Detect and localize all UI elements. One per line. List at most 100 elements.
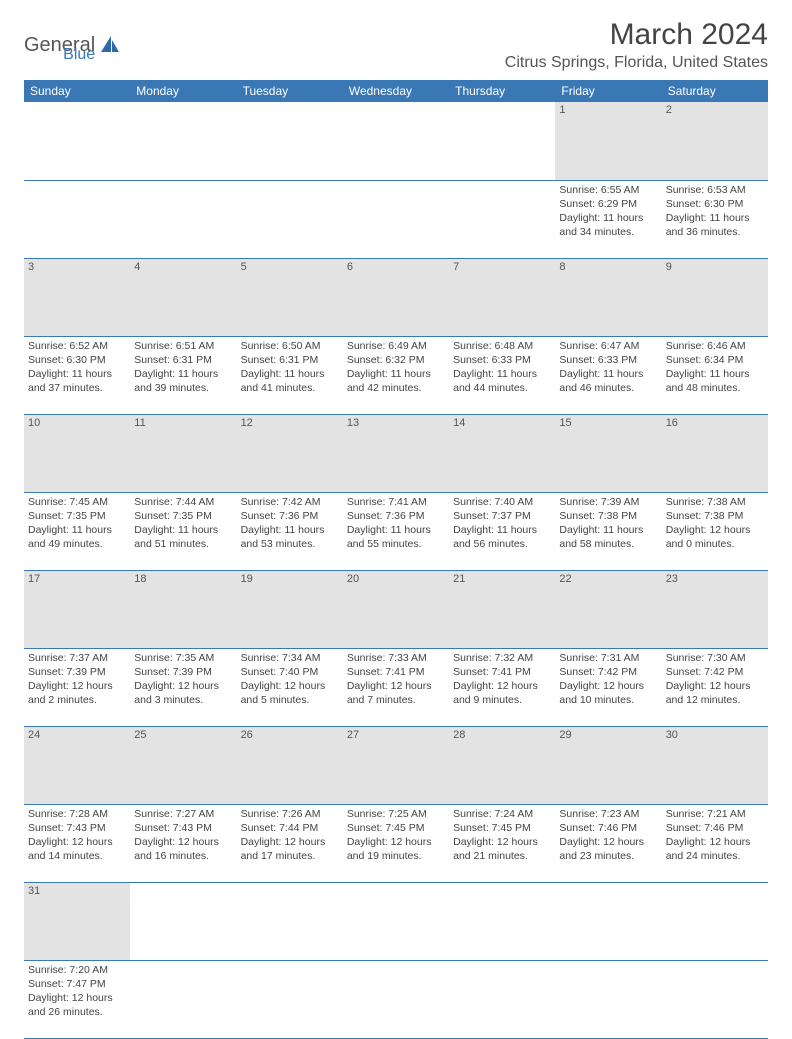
day-number: 1 <box>555 102 661 180</box>
day-cell: Sunrise: 6:46 AMSunset: 6:34 PMDaylight:… <box>662 336 768 414</box>
day-cell: Sunrise: 7:35 AMSunset: 7:39 PMDaylight:… <box>130 648 236 726</box>
weekday-header: Sunday <box>24 80 130 102</box>
day-number-row: 10111213141516 <box>24 414 768 492</box>
day-number: 14 <box>449 414 555 492</box>
day-cell: Sunrise: 7:34 AMSunset: 7:40 PMDaylight:… <box>237 648 343 726</box>
day-number: 5 <box>237 258 343 336</box>
day-number <box>343 882 449 960</box>
location: Citrus Springs, Florida, United States <box>505 54 768 72</box>
day-details: Sunrise: 7:25 AMSunset: 7:45 PMDaylight:… <box>347 807 445 864</box>
weekday-header: Friday <box>555 80 661 102</box>
day-details: Sunrise: 7:30 AMSunset: 7:42 PMDaylight:… <box>666 651 764 708</box>
weekday-header: Wednesday <box>343 80 449 102</box>
day-details: Sunrise: 6:49 AMSunset: 6:32 PMDaylight:… <box>347 339 445 396</box>
day-number: 22 <box>555 570 661 648</box>
day-number <box>130 102 236 180</box>
day-details: Sunrise: 7:24 AMSunset: 7:45 PMDaylight:… <box>453 807 551 864</box>
weekday-header-row: Sunday Monday Tuesday Wednesday Thursday… <box>24 80 768 102</box>
day-cell <box>24 180 130 258</box>
day-cell <box>555 960 661 1038</box>
day-cell: Sunrise: 6:51 AMSunset: 6:31 PMDaylight:… <box>130 336 236 414</box>
day-content-row: Sunrise: 6:52 AMSunset: 6:30 PMDaylight:… <box>24 336 768 414</box>
day-cell: Sunrise: 7:31 AMSunset: 7:42 PMDaylight:… <box>555 648 661 726</box>
logo-sail-icon <box>99 34 121 57</box>
day-number: 25 <box>130 726 236 804</box>
day-details: Sunrise: 7:20 AMSunset: 7:47 PMDaylight:… <box>28 963 126 1020</box>
day-cell <box>449 180 555 258</box>
day-details: Sunrise: 6:50 AMSunset: 6:31 PMDaylight:… <box>241 339 339 396</box>
day-details: Sunrise: 7:35 AMSunset: 7:39 PMDaylight:… <box>134 651 232 708</box>
day-number: 18 <box>130 570 236 648</box>
day-details: Sunrise: 6:51 AMSunset: 6:31 PMDaylight:… <box>134 339 232 396</box>
day-cell: Sunrise: 7:30 AMSunset: 7:42 PMDaylight:… <box>662 648 768 726</box>
day-cell: Sunrise: 7:44 AMSunset: 7:35 PMDaylight:… <box>130 492 236 570</box>
day-number: 4 <box>130 258 236 336</box>
day-cell: Sunrise: 7:24 AMSunset: 7:45 PMDaylight:… <box>449 804 555 882</box>
day-cell: Sunrise: 7:39 AMSunset: 7:38 PMDaylight:… <box>555 492 661 570</box>
day-number: 12 <box>237 414 343 492</box>
day-number <box>555 882 661 960</box>
day-content-row: Sunrise: 7:28 AMSunset: 7:43 PMDaylight:… <box>24 804 768 882</box>
day-number-row: 3456789 <box>24 258 768 336</box>
day-content-row: Sunrise: 7:45 AMSunset: 7:35 PMDaylight:… <box>24 492 768 570</box>
day-cell: Sunrise: 7:28 AMSunset: 7:43 PMDaylight:… <box>24 804 130 882</box>
day-content-row: Sunrise: 7:37 AMSunset: 7:39 PMDaylight:… <box>24 648 768 726</box>
day-details: Sunrise: 6:53 AMSunset: 6:30 PMDaylight:… <box>666 183 764 240</box>
day-details: Sunrise: 7:28 AMSunset: 7:43 PMDaylight:… <box>28 807 126 864</box>
day-cell: Sunrise: 7:25 AMSunset: 7:45 PMDaylight:… <box>343 804 449 882</box>
day-content-row: Sunrise: 7:20 AMSunset: 7:47 PMDaylight:… <box>24 960 768 1038</box>
day-cell: Sunrise: 7:37 AMSunset: 7:39 PMDaylight:… <box>24 648 130 726</box>
day-details: Sunrise: 7:38 AMSunset: 7:38 PMDaylight:… <box>666 495 764 552</box>
day-number: 9 <box>662 258 768 336</box>
day-number: 20 <box>343 570 449 648</box>
day-number <box>343 102 449 180</box>
day-number: 16 <box>662 414 768 492</box>
day-number <box>24 102 130 180</box>
day-number: 8 <box>555 258 661 336</box>
day-number <box>237 882 343 960</box>
day-number <box>237 102 343 180</box>
day-cell: Sunrise: 6:53 AMSunset: 6:30 PMDaylight:… <box>662 180 768 258</box>
day-cell <box>130 960 236 1038</box>
day-cell: Sunrise: 7:38 AMSunset: 7:38 PMDaylight:… <box>662 492 768 570</box>
day-details: Sunrise: 6:55 AMSunset: 6:29 PMDaylight:… <box>559 183 657 240</box>
day-number-row: 31 <box>24 882 768 960</box>
day-details: Sunrise: 7:23 AMSunset: 7:46 PMDaylight:… <box>559 807 657 864</box>
logo-text-blue: Blue <box>63 46 95 64</box>
day-cell: Sunrise: 6:50 AMSunset: 6:31 PMDaylight:… <box>237 336 343 414</box>
day-cell: Sunrise: 6:47 AMSunset: 6:33 PMDaylight:… <box>555 336 661 414</box>
weekday-header: Tuesday <box>237 80 343 102</box>
day-content-row: Sunrise: 6:55 AMSunset: 6:29 PMDaylight:… <box>24 180 768 258</box>
day-cell: Sunrise: 6:48 AMSunset: 6:33 PMDaylight:… <box>449 336 555 414</box>
day-number: 21 <box>449 570 555 648</box>
day-cell <box>343 960 449 1038</box>
day-number: 24 <box>24 726 130 804</box>
day-number-row: 12 <box>24 102 768 180</box>
day-details: Sunrise: 7:32 AMSunset: 7:41 PMDaylight:… <box>453 651 551 708</box>
weekday-header: Monday <box>130 80 236 102</box>
title-block: March 2024 Citrus Springs, Florida, Unit… <box>505 18 768 72</box>
month-title: March 2024 <box>505 18 768 52</box>
weekday-header: Saturday <box>662 80 768 102</box>
day-number: 19 <box>237 570 343 648</box>
day-cell: Sunrise: 7:23 AMSunset: 7:46 PMDaylight:… <box>555 804 661 882</box>
day-details: Sunrise: 6:48 AMSunset: 6:33 PMDaylight:… <box>453 339 551 396</box>
day-cell: Sunrise: 7:27 AMSunset: 7:43 PMDaylight:… <box>130 804 236 882</box>
day-number: 17 <box>24 570 130 648</box>
day-details: Sunrise: 7:34 AMSunset: 7:40 PMDaylight:… <box>241 651 339 708</box>
day-number: 27 <box>343 726 449 804</box>
day-number: 2 <box>662 102 768 180</box>
day-cell: Sunrise: 7:26 AMSunset: 7:44 PMDaylight:… <box>237 804 343 882</box>
day-number: 7 <box>449 258 555 336</box>
day-cell <box>449 960 555 1038</box>
day-details: Sunrise: 6:46 AMSunset: 6:34 PMDaylight:… <box>666 339 764 396</box>
day-number <box>662 882 768 960</box>
day-details: Sunrise: 6:47 AMSunset: 6:33 PMDaylight:… <box>559 339 657 396</box>
day-details: Sunrise: 7:42 AMSunset: 7:36 PMDaylight:… <box>241 495 339 552</box>
day-cell <box>237 960 343 1038</box>
header: General Blue March 2024 Citrus Springs, … <box>24 18 768 72</box>
day-number: 3 <box>24 258 130 336</box>
day-details: Sunrise: 7:37 AMSunset: 7:39 PMDaylight:… <box>28 651 126 708</box>
logo: General Blue <box>24 26 95 64</box>
day-number: 23 <box>662 570 768 648</box>
